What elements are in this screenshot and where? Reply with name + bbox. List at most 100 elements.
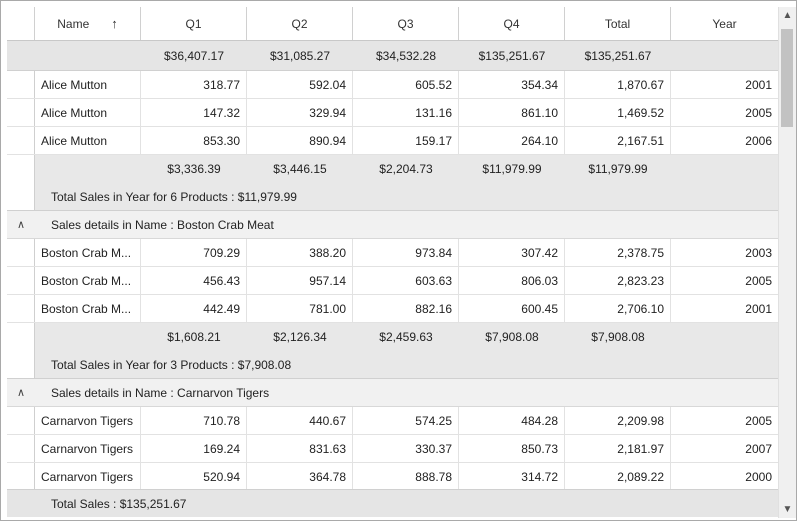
cell-total[interactable]: 1,870.67	[565, 71, 671, 98]
column-header-q1[interactable]: Q1	[141, 7, 247, 40]
cell-year[interactable]: 2001	[745, 77, 772, 92]
table-row[interactable]: Alice Mutton 853.30 890.94 159.17 264.10 2,16…	[7, 127, 778, 155]
cell-q3[interactable]: 888.78	[353, 463, 459, 490]
column-header-name-label: Name	[57, 16, 90, 31]
cell-year[interactable]: 2000	[745, 469, 772, 484]
cell-name[interactable]: Carnarvon Tigers	[35, 463, 141, 490]
cell-year[interactable]: 2007	[745, 441, 772, 456]
scroll-up-icon[interactable]: ▲	[782, 10, 793, 21]
group-caption-text: Total Sales in Year for 3 Products : $7,…	[51, 357, 292, 372]
cell-total[interactable]: 2,378.75	[565, 239, 671, 266]
table-row[interactable]: Boston Crab M... 709.29 388.20 973.84 307.42…	[7, 239, 778, 267]
table-row[interactable]: Carnarvon Tigers 710.78 440.67 574.25 484.28…	[7, 407, 778, 435]
cell-name[interactable]: Boston Crab M...	[35, 239, 141, 266]
vertical-scrollbar[interactable]: ▲ ▼	[778, 7, 796, 518]
cell-q2[interactable]: 329.94	[247, 99, 353, 126]
cell-year[interactable]: 2006	[745, 133, 772, 148]
cell-q2[interactable]: 831.63	[247, 435, 353, 462]
cell-q4[interactable]: 307.42	[459, 239, 565, 266]
cell-q4[interactable]: 484.28	[459, 407, 565, 434]
cell-name[interactable]: Boston Crab M...	[35, 267, 141, 294]
cell-q1[interactable]: 520.94	[141, 463, 247, 490]
cell-year[interactable]: 2005	[745, 105, 772, 120]
cell-q3[interactable]: 330.37	[353, 435, 459, 462]
cell-total[interactable]: 2,167.51	[565, 127, 671, 154]
group-summary-total: $11,979.99	[588, 162, 648, 176]
cell-q4[interactable]: 861.10	[459, 99, 565, 126]
cell-q1[interactable]: 442.49	[141, 295, 247, 322]
cell-name[interactable]: Carnarvon Tigers	[35, 407, 141, 434]
cell-q3[interactable]: 159.17	[353, 127, 459, 154]
collapse-chevron-icon[interactable]: ∧	[16, 219, 26, 231]
column-header-q4[interactable]: Q4	[459, 7, 565, 40]
cell-q4[interactable]: 354.34	[459, 71, 565, 98]
summary-total: $135,251.67	[584, 48, 652, 63]
cell-q3[interactable]: 574.25	[353, 407, 459, 434]
column-header-q2[interactable]: Q2	[247, 7, 353, 40]
cell-q2[interactable]: 440.67	[247, 407, 353, 434]
cell-year[interactable]: 2005	[745, 413, 772, 428]
table-footer: Total Sales : $135,251.67	[7, 489, 778, 517]
summary-spacer	[35, 41, 141, 70]
cell-q2[interactable]: 364.78	[247, 463, 353, 490]
cell-q1[interactable]: 147.32	[141, 99, 247, 126]
cell-name[interactable]: Alice Mutton	[35, 99, 141, 126]
scroll-down-icon[interactable]: ▼	[782, 504, 793, 515]
cell-q4[interactable]: 314.72	[459, 463, 565, 490]
cell-q2[interactable]: 592.04	[247, 71, 353, 98]
table-row[interactable]: Boston Crab M... 442.49 781.00 882.16 600.45…	[7, 295, 778, 323]
cell-q1[interactable]: 456.43	[141, 267, 247, 294]
sort-ascending-icon[interactable]: ↑	[111, 16, 118, 31]
cell-q3[interactable]: 603.63	[353, 267, 459, 294]
column-header-total[interactable]: Total	[565, 7, 671, 40]
cell-total[interactable]: 2,181.97	[565, 435, 671, 462]
cell-q2[interactable]: 388.20	[247, 239, 353, 266]
cell-q1[interactable]: 853.30	[141, 127, 247, 154]
table-row[interactable]: Alice Mutton 147.32 329.94 131.16 861.10 1,46…	[7, 99, 778, 127]
cell-name[interactable]: Boston Crab M...	[35, 295, 141, 322]
cell-year[interactable]: 2001	[745, 301, 772, 316]
cell-q1[interactable]: 169.24	[141, 435, 247, 462]
cell-q1[interactable]: 709.29	[141, 239, 247, 266]
cell-q2[interactable]: 890.94	[247, 127, 353, 154]
cell-total[interactable]: 2,823.23	[565, 267, 671, 294]
cell-total[interactable]: 2,209.98	[565, 407, 671, 434]
group-header-row[interactable]: ∧ Sales details in Name : Carnarvon Tiger…	[7, 379, 778, 407]
column-header-q4-label: Q4	[503, 16, 520, 31]
column-header-total-label: Total	[604, 16, 631, 31]
column-header-year[interactable]: Year	[671, 7, 778, 40]
group-summary-q1: $3,336.39	[167, 162, 221, 176]
cell-q4[interactable]: 264.10	[459, 127, 565, 154]
table-row[interactable]: Carnarvon Tigers 169.24 831.63 330.37 850.73…	[7, 435, 778, 463]
cell-q4[interactable]: 600.45	[459, 295, 565, 322]
cell-q3[interactable]: 605.52	[353, 71, 459, 98]
cell-name[interactable]: Alice Mutton	[35, 127, 141, 154]
cell-year[interactable]: 2005	[745, 273, 772, 288]
cell-q4[interactable]: 806.03	[459, 267, 565, 294]
cell-year[interactable]: 2003	[745, 245, 772, 260]
table-row[interactable]: Alice Mutton 318.77 592.04 605.52 354.34 1,87…	[7, 71, 778, 99]
cell-q2[interactable]: 781.00	[247, 295, 353, 322]
cell-name[interactable]: Carnarvon Tigers	[35, 435, 141, 462]
cell-total[interactable]: 2,089.22	[565, 463, 671, 490]
column-header-row: Name ↑ Q1 Q2 Q3 Q4 Total Year	[7, 7, 778, 41]
cell-q3[interactable]: 973.84	[353, 239, 459, 266]
cell-q1[interactable]: 318.77	[141, 71, 247, 98]
cell-q3[interactable]: 882.16	[353, 295, 459, 322]
group-header-row[interactable]: ∧ Sales details in Name : Boston Crab Mea…	[7, 211, 778, 239]
cell-q3[interactable]: 131.16	[353, 99, 459, 126]
cell-total[interactable]: 2,706.10	[565, 295, 671, 322]
table-row[interactable]: Boston Crab M... 456.43 957.14 603.63 806.03…	[7, 267, 778, 295]
cell-q1[interactable]: 710.78	[141, 407, 247, 434]
group-summary-q1: $1,608.21	[167, 330, 221, 344]
scrollbar-thumb[interactable]	[781, 29, 793, 127]
column-header-name[interactable]: Name ↑	[35, 7, 141, 40]
cell-name[interactable]: Alice Mutton	[35, 71, 141, 98]
cell-q2[interactable]: 957.14	[247, 267, 353, 294]
table-row[interactable]: Carnarvon Tigers 520.94 364.78 888.78 314.72…	[7, 463, 778, 491]
cell-q4[interactable]: 850.73	[459, 435, 565, 462]
cell-total[interactable]: 1,469.52	[565, 99, 671, 126]
group-summary-q4: $7,908.08	[485, 330, 539, 344]
collapse-chevron-icon[interactable]: ∧	[16, 387, 26, 399]
column-header-q3[interactable]: Q3	[353, 7, 459, 40]
